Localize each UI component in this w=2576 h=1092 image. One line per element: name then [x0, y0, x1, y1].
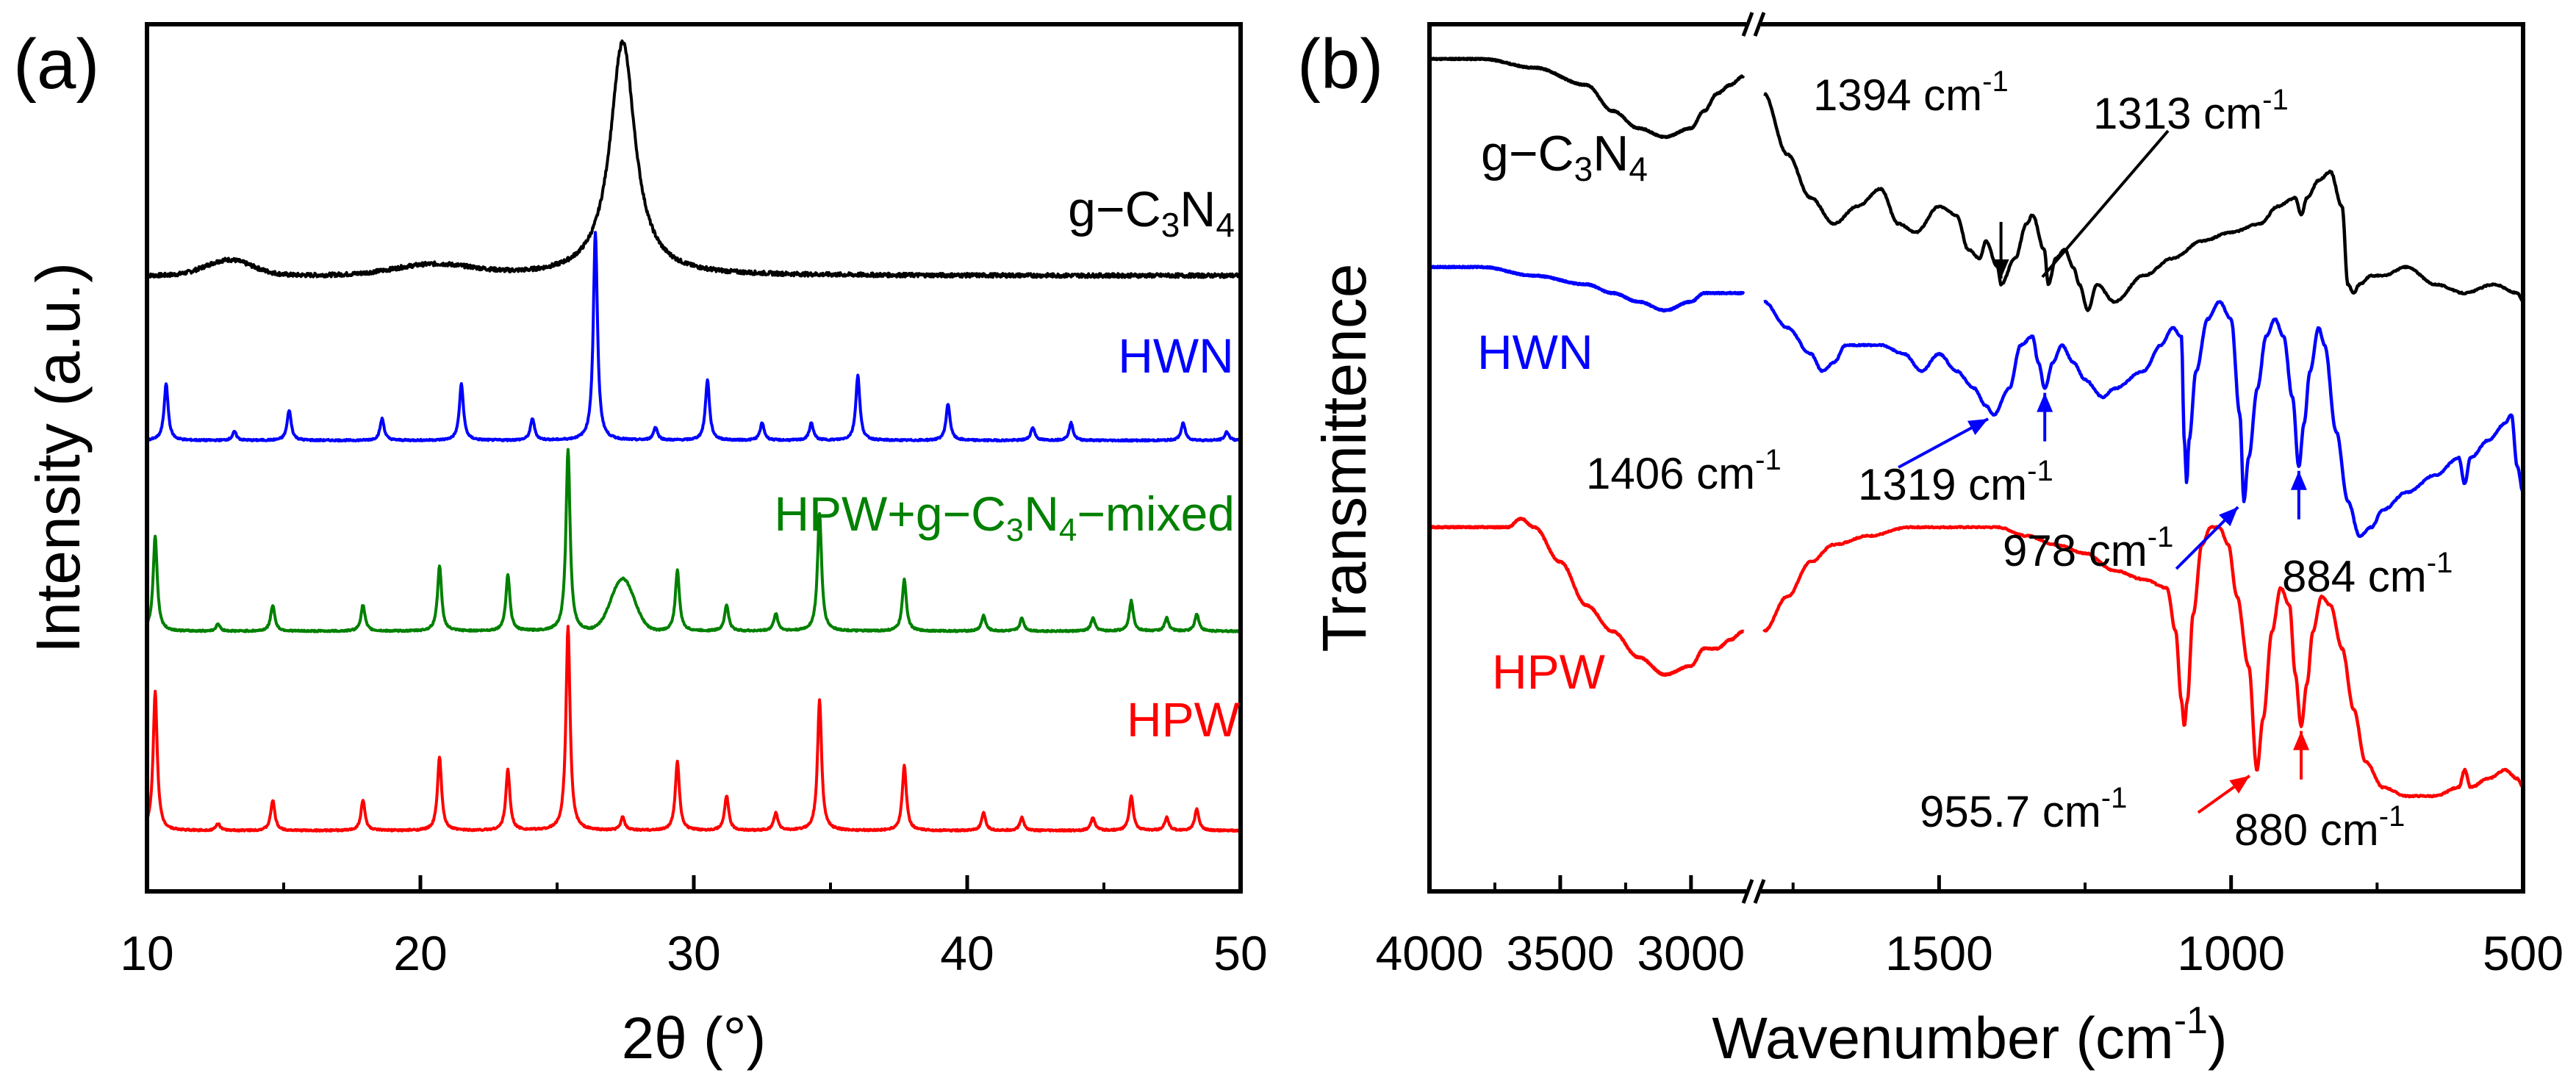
panel-b-frame [1427, 22, 2525, 894]
series-line-b-2-seg1 [1427, 517, 1745, 678]
peak-annotation-label: 1319 cm-1 [1858, 455, 2053, 509]
peak-annotation-label: 955.7 cm-1 [1920, 782, 2127, 836]
series-line-b-1-seg1 [1428, 265, 1746, 313]
peak-annotation-label: 1394 cm-1 [1813, 65, 2009, 120]
series-label-hwn-b: HWN [1477, 325, 1593, 379]
series-label-gc3n4-b: g−C3N4 [1481, 126, 1648, 188]
break-mark [1753, 12, 1766, 37]
leader-1313 [2041, 129, 2170, 279]
arrow-1319-head [2037, 392, 2053, 412]
panel-a-frame [145, 22, 1243, 894]
series-line-a-1 [146, 231, 1242, 443]
peak-annotation-label: 1313 cm-1 [2093, 84, 2289, 138]
series-line-b-0-seg1 [1428, 57, 1746, 140]
peak-annotation-label: 1406 cm-1 [1586, 444, 1782, 498]
series-line-a-2 [146, 448, 1242, 633]
series-label-hpw-a: HPW [1127, 692, 1241, 747]
series-line-b-0-seg2 [1762, 92, 2525, 312]
a-x-tick-label: 20 [393, 926, 447, 980]
a-x-tick-label: 40 [940, 926, 994, 980]
arrow-955-head [2229, 775, 2250, 794]
series-label-hpw-gc3n4-mixed: HPW+g−C3N4−mixed [774, 486, 1235, 548]
arrow-1394-head [1992, 259, 2009, 279]
break-mark [1741, 879, 1754, 904]
b-x-tick-label: 4000 [1376, 926, 1484, 980]
panel-b-x-axis-label: Wavenumber (cm-1) [1712, 999, 2227, 1071]
b-x-tick-label: 500 [2483, 926, 2564, 980]
arrow-978-head [2219, 507, 2239, 527]
series-label-gc3n4-a: g−C3N4 [1068, 182, 1235, 244]
arrow-1406-head [1967, 419, 1989, 436]
panel-b-label: (b) [1297, 25, 1383, 104]
panel-b-axis-break [1741, 12, 1766, 904]
panel-b-ftir-chart: (b) 4000 3500 3000 1500 1000 500 1394 cm-1 131… [1297, 12, 2564, 1071]
series-label-hpw-b: HPW [1492, 644, 1606, 699]
a-x-tick-label: 10 [120, 926, 173, 980]
panel-b-x-ticks: 4000 3500 3000 1500 1000 500 [1376, 875, 2564, 980]
series-line-b-1-seg2 [1762, 300, 2525, 539]
peak-annotation-label: 880 cm-1 [2234, 800, 2405, 855]
series-line-a-0 [146, 39, 1242, 279]
peak-annotation-label: 978 cm-1 [2003, 521, 2173, 575]
b-x-tick-label: 3000 [1637, 926, 1745, 980]
panel-a-x-ticks: 10 20 30 40 50 [120, 875, 1268, 980]
a-x-tick-label: 50 [1213, 926, 1267, 980]
series-label-hwn-a: HWN [1118, 328, 1234, 383]
panel-b-series-group [1427, 57, 2525, 799]
panel-a-series-group [146, 39, 1242, 833]
break-mark [1741, 12, 1754, 37]
peak-annotation-label: 884 cm-1 [2282, 547, 2453, 601]
b-x-tick-label: 3500 [1507, 926, 1615, 980]
panel-a-label: (a) [13, 25, 99, 104]
panel-a-y-axis-label: Intensity (a.u.) [24, 262, 93, 653]
b-x-tick-label: 1000 [2177, 926, 2285, 980]
b-x-tick-label: 1500 [1885, 926, 1993, 980]
panel-a-xrd-chart: (a) 10 20 30 40 50 2θ (°) Intensity (a.u.) g… [13, 22, 1268, 1071]
break-mark [1753, 879, 1766, 904]
panel-b-annotations: 1394 cm-1 1313 cm-1 1406 cm-1 1319 cm-1 978 … [1586, 65, 2453, 855]
panel-b-y-axis-label: Transmittence [1310, 263, 1379, 652]
series-line-a-3 [146, 625, 1242, 833]
a-x-tick-label: 30 [667, 926, 720, 980]
arrow-884-head [2290, 470, 2307, 490]
arrow-880-head [2293, 730, 2310, 750]
series-line-b-2-seg2 [1762, 525, 2525, 799]
panel-a-x-axis-label: 2θ (°) [622, 1005, 766, 1071]
